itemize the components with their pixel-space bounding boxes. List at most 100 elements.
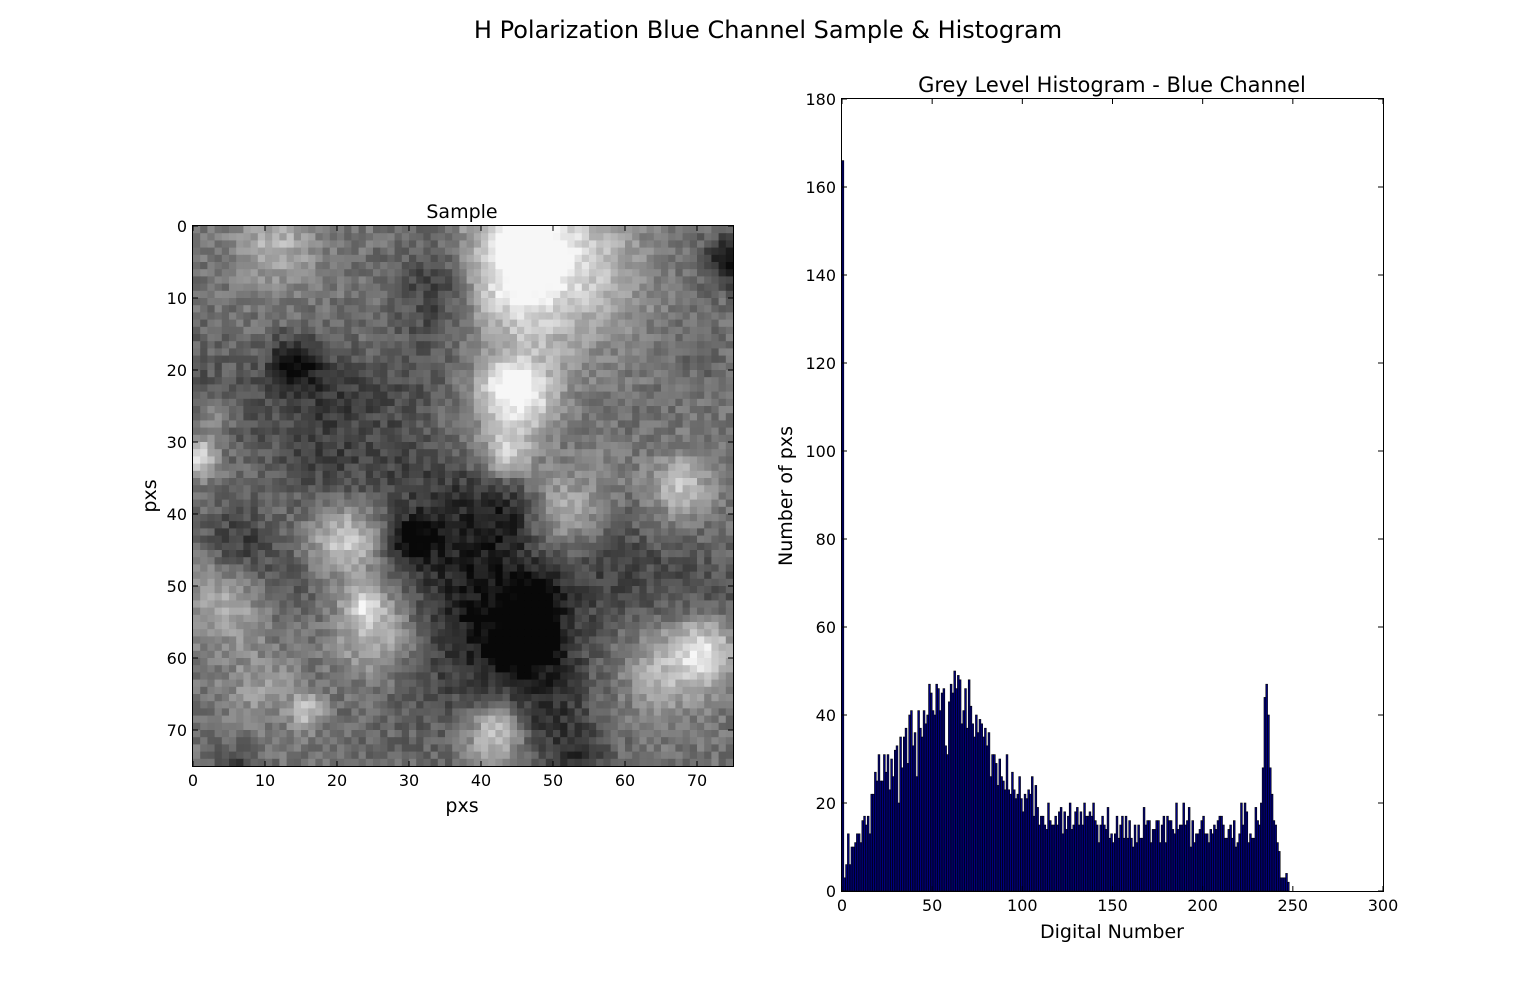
sample-pixel — [193, 247, 201, 256]
sample-pixel — [315, 341, 324, 349]
sample-pixel — [214, 406, 223, 414]
sample-pixel — [243, 578, 252, 587]
sample-pixel — [358, 470, 367, 479]
sample-pixel — [581, 298, 590, 306]
sample-pixel — [257, 521, 266, 529]
sample-pixel — [596, 686, 604, 695]
sample-pixel — [293, 557, 302, 565]
sample-pixel — [639, 571, 648, 580]
sample-pixel — [329, 499, 338, 508]
sample-pixel — [193, 521, 201, 529]
sample-pixel — [286, 384, 295, 393]
sample-pixel — [538, 470, 547, 479]
sample-pixel — [430, 665, 439, 673]
sample-pixel — [538, 283, 547, 292]
sample-pixel — [589, 650, 597, 659]
sample-pixel — [387, 290, 396, 299]
sample-pixel — [538, 521, 547, 529]
sample-pixel — [445, 564, 453, 573]
sample-pixel — [423, 586, 432, 594]
sample-pixel — [524, 636, 532, 645]
sample-pixel — [279, 665, 288, 673]
sample-pixel — [308, 550, 316, 558]
sample-pixel — [358, 614, 367, 623]
sample-pixel — [437, 254, 446, 263]
sample-pixel — [380, 463, 388, 472]
sample-pixel — [193, 535, 201, 544]
sample-pixel — [193, 499, 201, 508]
sample-pixel — [553, 276, 561, 285]
sample-pixel — [243, 348, 252, 357]
sample-pixel — [574, 326, 583, 335]
sample-pixel — [380, 420, 388, 429]
sample-pixel — [567, 550, 576, 558]
sample-pixel — [308, 686, 316, 695]
sample-pixel — [517, 362, 525, 371]
sample-pixel — [351, 492, 360, 501]
sample-pixel — [531, 600, 540, 609]
sample-pixel — [200, 521, 208, 529]
sample-pixel — [682, 578, 691, 587]
sample-pixel — [200, 593, 208, 601]
sample-pixel — [286, 442, 295, 450]
sample-pixel — [481, 593, 489, 601]
sample-pixel — [243, 600, 252, 609]
sample-pixel — [329, 578, 338, 587]
sample-pixel — [574, 398, 583, 407]
sample-pixel — [625, 492, 633, 501]
sample-pixel — [502, 672, 511, 681]
sample-pixel — [531, 226, 540, 234]
sample-pixel — [272, 384, 280, 393]
sample-pixel — [466, 650, 475, 659]
sample-pixel — [574, 233, 583, 241]
sample-pixel — [272, 290, 280, 299]
sample-pixel — [452, 290, 460, 299]
sample-pixel — [322, 528, 331, 537]
sample-pixel — [214, 247, 223, 256]
sample-pixel — [207, 269, 216, 277]
sample-pixel — [675, 442, 684, 450]
sample-pixel — [603, 478, 612, 486]
sample-pixel — [481, 622, 489, 630]
sample-pixel — [286, 694, 295, 702]
sample-pixel — [653, 564, 662, 573]
sample-pixel — [704, 312, 712, 321]
sample-pixel — [632, 571, 640, 580]
sample-pixel — [265, 334, 273, 342]
sample-pixel — [250, 341, 259, 349]
sample-pixel — [301, 564, 309, 573]
sample-pixel — [718, 550, 727, 558]
sample-pixel — [567, 600, 576, 609]
sample-pixel — [596, 413, 604, 421]
sample-pixel — [574, 542, 583, 551]
sample-pixel — [365, 240, 374, 249]
sample-pixel — [452, 600, 460, 609]
sample-pixel — [574, 355, 583, 364]
sample-pixel — [286, 586, 295, 594]
sample-pixel — [625, 521, 633, 529]
sample-pixel — [517, 334, 525, 342]
sample-pixel — [697, 377, 705, 385]
sample-pixel — [718, 535, 727, 544]
sample-pixel — [250, 334, 259, 342]
sample-pixel — [495, 679, 504, 688]
sample-pixel — [365, 298, 374, 306]
sample-pixel — [437, 262, 446, 270]
sample-pixel — [459, 636, 468, 645]
sample-pixel — [373, 398, 381, 407]
sample-pixel — [243, 326, 252, 335]
sample-pixel — [200, 514, 208, 522]
sample-pixel — [524, 658, 532, 666]
sample-pixel — [589, 686, 597, 695]
sample-pixel — [229, 334, 237, 342]
sample-pixel — [200, 391, 208, 400]
sample-pixel — [711, 557, 720, 565]
sample-pixel — [394, 391, 403, 400]
sample-pixel — [538, 377, 547, 385]
sample-pixel — [430, 622, 439, 630]
sample-pixel — [452, 686, 460, 695]
sample-pixel — [718, 679, 727, 688]
sample-pixel — [502, 319, 511, 328]
sample-pixel — [279, 348, 288, 357]
sample-pixel — [517, 226, 525, 234]
